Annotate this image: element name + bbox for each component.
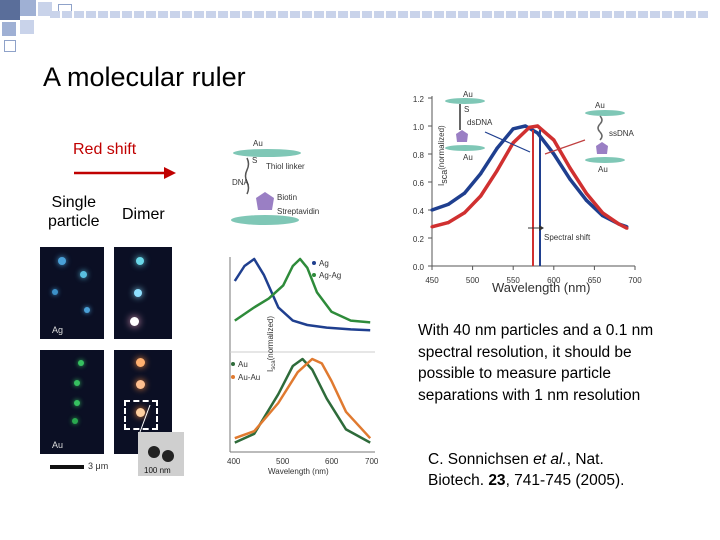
- point-dsDNA: [523, 124, 527, 128]
- ds-label: dsDNA: [467, 118, 493, 127]
- spectra-chart-middle: Isca(normalized) 400 500 600 700 Ag Ag-A…: [227, 257, 379, 466]
- caption-text: With 40 nm particles and a 0.1 nm spectr…: [418, 322, 654, 404]
- micrograph-ag-dimer: [114, 247, 172, 339]
- point-dsDNA: [535, 131, 540, 135]
- micrograph-ag-single: Ag: [40, 247, 104, 339]
- point-ssDNA: [430, 225, 434, 229]
- svg-text:Au: Au: [463, 90, 473, 99]
- point-ssDNA: [495, 169, 499, 173]
- point-ssDNA: [479, 194, 483, 198]
- tr-ytick-label: 0.2: [413, 235, 425, 244]
- point-dsDNA: [462, 191, 467, 195]
- point-ssDNA: [552, 138, 556, 142]
- tr-ytick-label: 0.0: [413, 263, 425, 272]
- tr-xtick-label: 450: [425, 276, 439, 285]
- series-Ag: [233, 257, 371, 332]
- point-ssDNA: [462, 211, 467, 215]
- annotation-spectral-shift: Spectral shift: [544, 233, 591, 242]
- red-shift-label: Red shift: [73, 141, 137, 158]
- mid-xtick: 500: [276, 457, 290, 466]
- point-ssDNA: [617, 222, 621, 226]
- point-dsDNA: [495, 146, 499, 150]
- tr-ytick-label: 1.2: [413, 95, 425, 104]
- point-dsDNA: [479, 172, 483, 176]
- svg-text:Au: Au: [463, 153, 473, 162]
- tr-xtick-label: 500: [466, 276, 480, 285]
- svg-text:Au: Au: [595, 101, 605, 110]
- point-ssDNA: [625, 226, 629, 230]
- mid-xtick: 600: [325, 457, 339, 466]
- tr-xlabel: Wavelength (nm): [492, 280, 591, 295]
- tr-ytick-label: 0.8: [413, 151, 425, 160]
- slide-title: A molecular ruler: [43, 62, 246, 92]
- svg-text:Au: Au: [598, 165, 608, 174]
- point-dsDNA: [568, 177, 572, 181]
- mid-ylabel: Isca(normalized): [266, 316, 277, 372]
- series-dsDNA: [431, 124, 628, 229]
- legend-au: Au: [238, 360, 248, 369]
- point-ssDNA: [600, 211, 605, 215]
- legend-ag: Ag: [319, 259, 329, 268]
- point-ssDNA: [446, 221, 450, 225]
- tr-ytick-label: 1.0: [413, 123, 425, 132]
- legend-ag-ag: Ag-Ag: [319, 271, 341, 280]
- point-ssDNA: [584, 191, 588, 195]
- legend-au-au: Au-Au: [238, 373, 260, 382]
- citation: C. Sonnichsen et al., Nat. Biotech. 23, …: [428, 451, 625, 489]
- mid-xlabel: Wavelength (nm): [268, 467, 329, 476]
- tr-xtick-label: 550: [507, 276, 521, 285]
- tr-xtick-label: 650: [588, 276, 602, 285]
- tr-ytick-label: 0.6: [413, 179, 425, 188]
- series-Au-Au: [234, 357, 372, 440]
- ss-label: ssDNA: [609, 129, 635, 138]
- point-dsDNA: [511, 127, 515, 131]
- red-shift-arrow: [74, 167, 176, 179]
- point-dsDNA: [552, 152, 556, 156]
- series-Ag-Ag: [234, 257, 371, 324]
- single-particle-label: Single particle: [48, 194, 100, 230]
- mid-xtick: 400: [227, 457, 241, 466]
- mid-xtick: 700: [365, 457, 379, 466]
- series-ssDNA: [431, 124, 628, 230]
- point-dsDNA: [446, 202, 450, 206]
- point-ssDNA: [527, 125, 532, 129]
- sem-inset: 100 nm: [138, 432, 184, 476]
- tr-xtick-label: 700: [628, 276, 642, 285]
- dimer-label: Dimer: [122, 206, 165, 223]
- svg-text:S: S: [464, 105, 469, 114]
- tr-ylabel: Isca(normalized): [437, 125, 449, 186]
- point-ssDNA: [568, 166, 572, 170]
- micrograph-au-single: Au: [40, 350, 104, 454]
- point-dsDNA: [584, 198, 588, 202]
- point-ssDNA: [535, 124, 540, 128]
- top-rule: [50, 11, 710, 18]
- tr-ytick-label: 0.4: [413, 207, 425, 216]
- point-dsDNA: [430, 208, 434, 212]
- tr-xtick-label: 600: [547, 276, 561, 285]
